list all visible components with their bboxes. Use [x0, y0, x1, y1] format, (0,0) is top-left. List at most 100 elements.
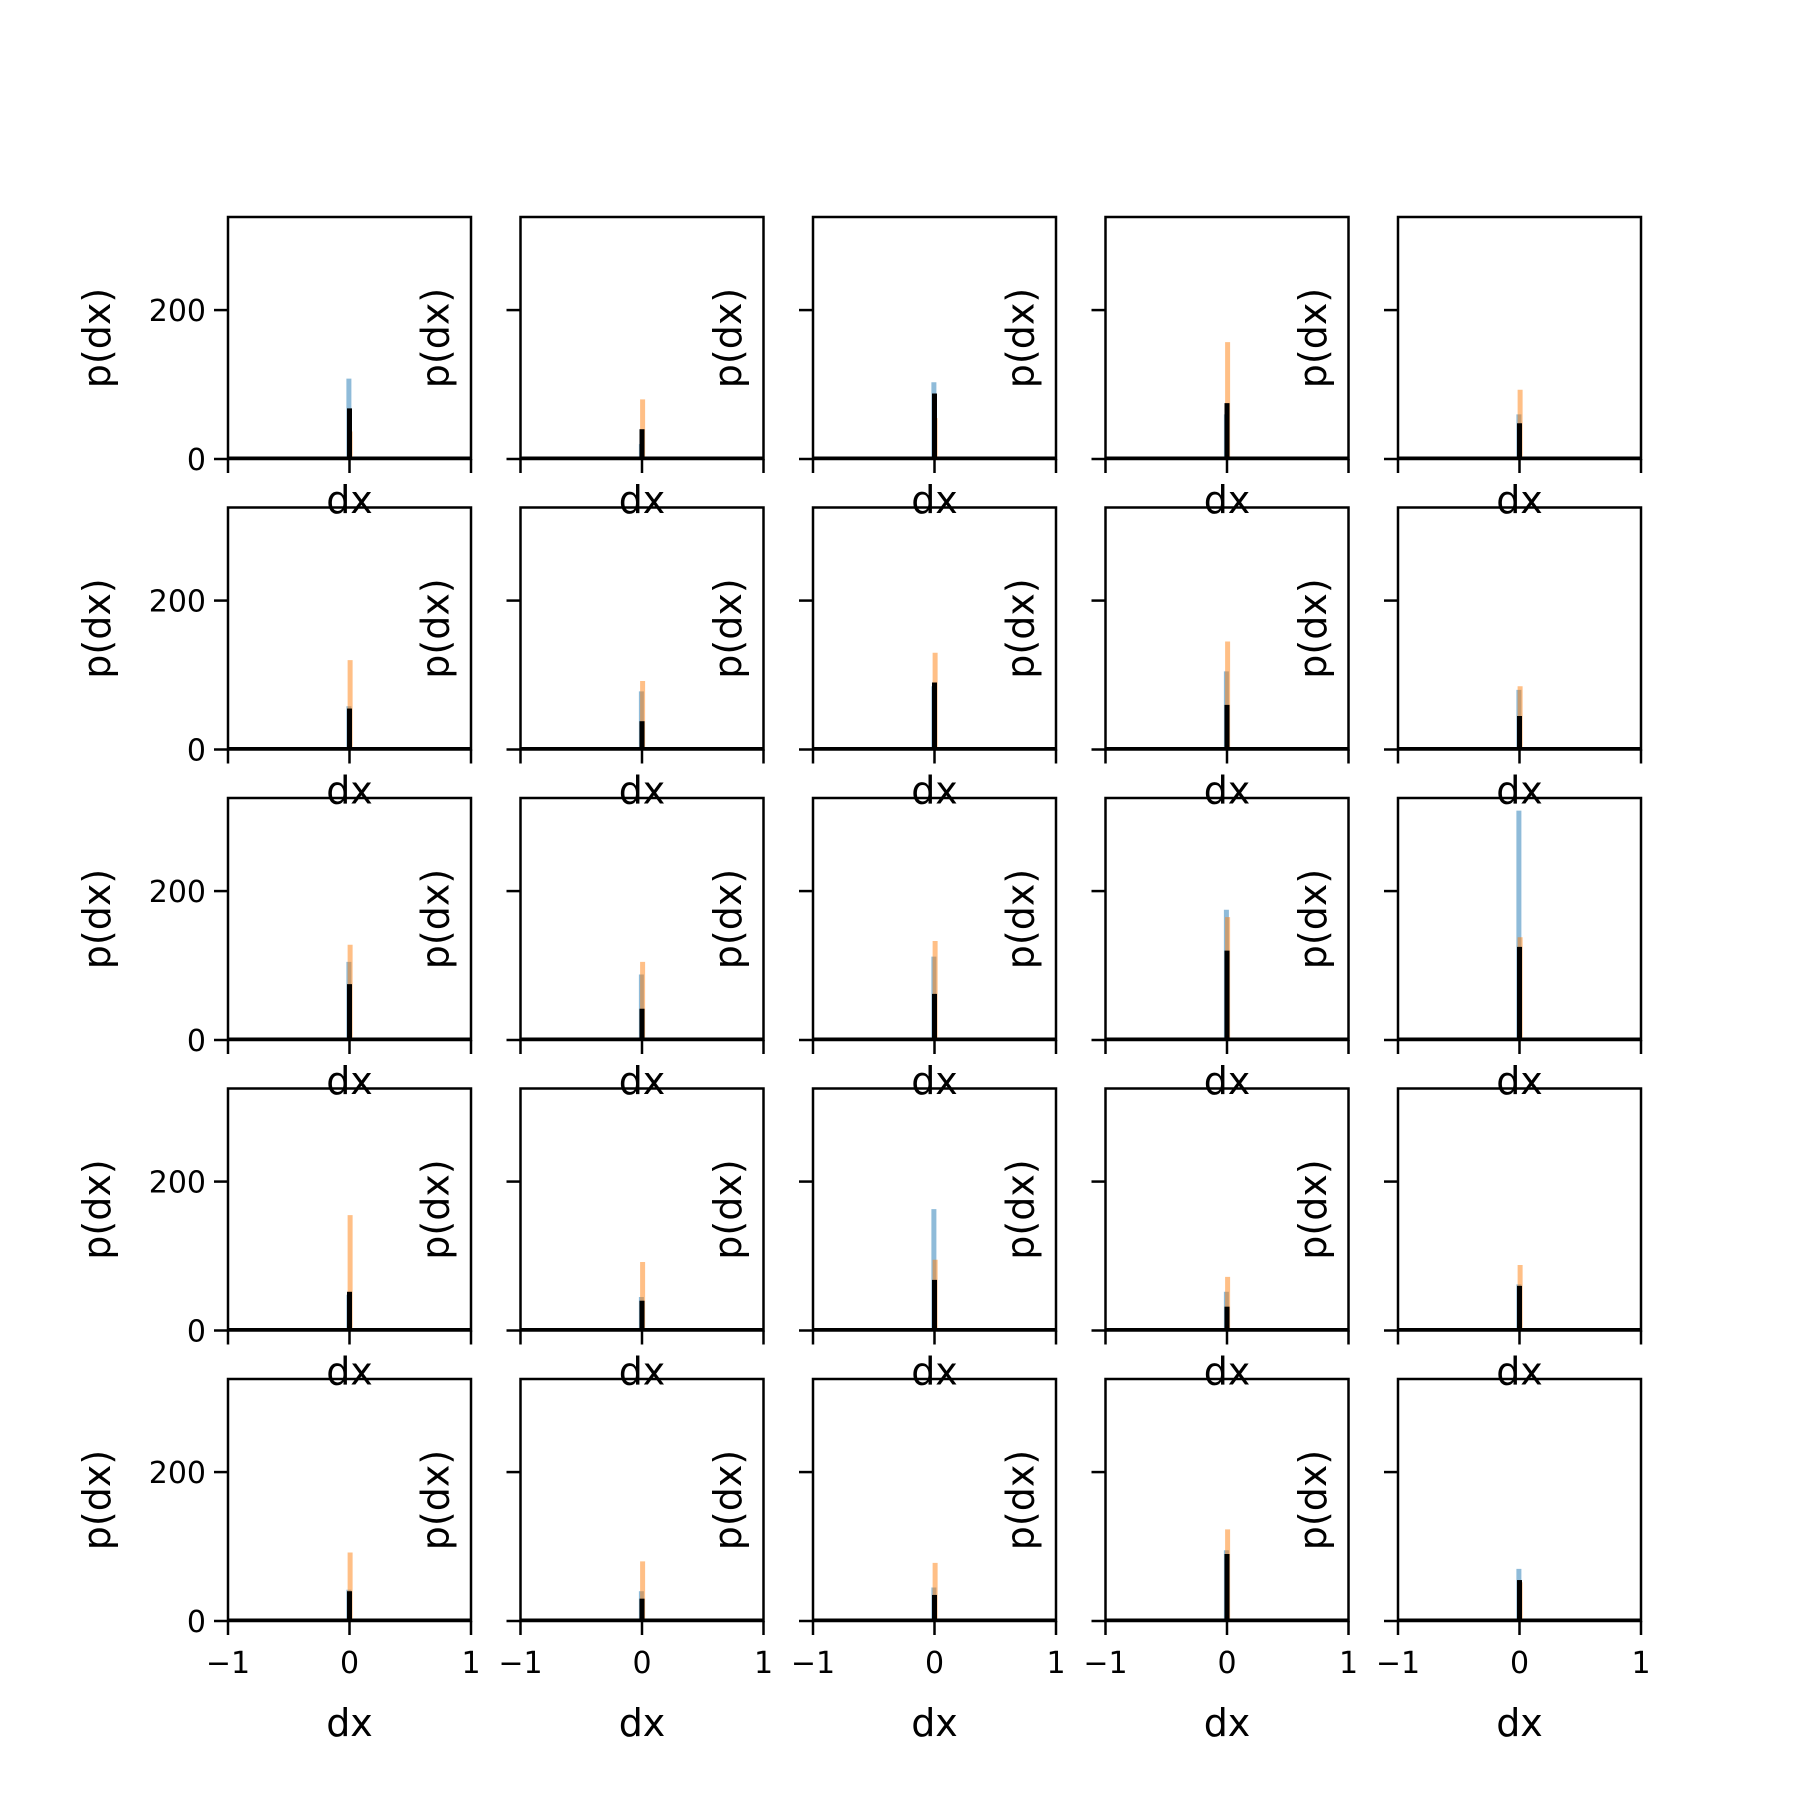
x-axis-label: dx — [911, 1350, 958, 1394]
panel-r3-c5: dx p(dx) — [1291, 796, 1643, 1103]
x-axis-label: dx — [1496, 769, 1543, 813]
x-axis-label: dx — [619, 1059, 666, 1103]
x-axis-label: dx — [911, 478, 958, 522]
x-axis-label: dx — [326, 1701, 373, 1745]
y-axis-label: p(dx) — [999, 1450, 1043, 1550]
x-axis-label: dx — [326, 769, 373, 813]
x-axis-label: dx — [1204, 1059, 1251, 1103]
panel-r1-c5: dx p(dx) — [1291, 215, 1643, 522]
y-tick-label: 0 — [187, 443, 206, 478]
x-axis-label: dx — [1496, 478, 1543, 522]
y-axis-label: p(dx) — [999, 1159, 1043, 1259]
y-tick-label: 200 — [149, 1166, 206, 1201]
y-axis-label: p(dx) — [999, 869, 1043, 969]
panel-r4-c4: dx p(dx) — [999, 1087, 1350, 1394]
x-tick-label: 1 — [1631, 1646, 1650, 1681]
y-axis-label: p(dx) — [706, 288, 750, 388]
x-tick-label: −1 — [1083, 1646, 1127, 1681]
panel-r3-c2: dx p(dx) — [414, 796, 765, 1103]
panel-r4-c5: dx p(dx) — [1291, 1087, 1643, 1394]
x-tick-label: 0 — [1510, 1646, 1529, 1681]
panel-r2-c3: dx p(dx) — [706, 506, 1058, 813]
x-axis-label: dx — [619, 1350, 666, 1394]
x-axis-label: dx — [911, 1059, 958, 1103]
y-axis-label: p(dx) — [1291, 869, 1335, 969]
y-tick-label: 0 — [187, 1605, 206, 1640]
panel-r1-c4: dx p(dx) — [999, 215, 1350, 522]
x-axis-label: dx — [1496, 1059, 1543, 1103]
x-axis-label: dx — [1204, 769, 1251, 813]
y-tick-label: 200 — [149, 875, 206, 910]
panel-r1-c1: 0 200 dx p(dx) — [75, 215, 473, 522]
panel-r3-c1: 0 200 dx p(dx) — [75, 796, 473, 1103]
x-tick-label: −1 — [206, 1646, 250, 1681]
y-axis-label: p(dx) — [999, 288, 1043, 388]
panel-r2-c2: dx p(dx) — [414, 506, 765, 813]
y-tick-label: 0 — [187, 1315, 206, 1350]
y-axis-label: p(dx) — [75, 288, 119, 388]
panel-r2-c5: dx p(dx) — [1291, 506, 1643, 813]
x-axis-label: dx — [911, 1701, 958, 1745]
panel-r3-c4: dx p(dx) — [999, 796, 1350, 1103]
x-tick-label: 0 — [925, 1646, 944, 1681]
y-axis-label: p(dx) — [1291, 578, 1335, 678]
x-axis-label: dx — [1204, 478, 1251, 522]
x-axis-label: dx — [619, 769, 666, 813]
x-axis-label: dx — [326, 1059, 373, 1103]
y-axis-label: p(dx) — [75, 578, 119, 678]
x-axis-label: dx — [1496, 1350, 1543, 1394]
x-tick-label: 0 — [632, 1646, 651, 1681]
panel-r4-c2: dx p(dx) — [414, 1087, 765, 1394]
x-tick-label: 0 — [340, 1646, 359, 1681]
x-tick-label: 0 — [1217, 1646, 1236, 1681]
panel-r5-c3: −1 0 1 dx p(dx) — [706, 1377, 1066, 1745]
x-axis-label: dx — [1496, 1701, 1543, 1745]
y-axis-label: p(dx) — [414, 1159, 458, 1259]
x-tick-label: 1 — [1339, 1646, 1358, 1681]
x-tick-label: 1 — [461, 1646, 480, 1681]
y-tick-label: 200 — [149, 1456, 206, 1491]
y-axis-label: p(dx) — [706, 869, 750, 969]
y-axis-label: p(dx) — [75, 869, 119, 969]
panel-r4-c1: 0 200 dx p(dx) — [75, 1087, 473, 1394]
x-axis-label: dx — [911, 769, 958, 813]
x-axis-label: dx — [326, 1350, 373, 1394]
y-axis-label: p(dx) — [1291, 1159, 1335, 1259]
x-tick-label: 1 — [754, 1646, 773, 1681]
x-tick-label: −1 — [498, 1646, 542, 1681]
x-tick-label: −1 — [1376, 1646, 1420, 1681]
y-tick-label: 200 — [149, 294, 206, 329]
panel-r1-c3: dx p(dx) — [706, 215, 1058, 522]
y-tick-label: 200 — [149, 585, 206, 620]
y-axis-label: p(dx) — [414, 1450, 458, 1550]
y-tick-label: 0 — [187, 734, 206, 769]
panel-r4-c3: dx p(dx) — [706, 1087, 1058, 1394]
y-axis-label: p(dx) — [1291, 1450, 1335, 1550]
panel-r2-c4: dx p(dx) — [999, 506, 1350, 813]
x-axis-label: dx — [326, 478, 373, 522]
y-axis-label: p(dx) — [414, 578, 458, 678]
y-axis-label: p(dx) — [706, 1159, 750, 1259]
panel-r5-c4: −1 0 1 dx p(dx) — [999, 1377, 1358, 1745]
panel-r3-c3: dx p(dx) — [706, 796, 1058, 1103]
panel-r2-c1: 0 200 dx p(dx) — [75, 506, 473, 813]
y-axis-label: p(dx) — [75, 1159, 119, 1259]
y-axis-label: p(dx) — [414, 288, 458, 388]
panel-r1-c2: dx p(dx) — [414, 215, 765, 522]
y-axis-label: p(dx) — [706, 1450, 750, 1550]
x-axis-label: dx — [1204, 1701, 1251, 1745]
x-axis-label: dx — [619, 478, 666, 522]
y-axis-label: p(dx) — [414, 869, 458, 969]
y-axis-label: p(dx) — [75, 1450, 119, 1550]
x-tick-label: −1 — [791, 1646, 835, 1681]
y-axis-label: p(dx) — [999, 578, 1043, 678]
y-axis-label: p(dx) — [1291, 288, 1335, 388]
x-tick-label: 1 — [1046, 1646, 1065, 1681]
y-tick-label: 0 — [187, 1024, 206, 1059]
panel-r5-c2: −1 0 1 dx p(dx) — [414, 1377, 773, 1745]
panel-r5-c5: −1 0 1 dx p(dx) — [1291, 1377, 1651, 1745]
x-axis-label: dx — [1204, 1350, 1251, 1394]
y-axis-label: p(dx) — [706, 578, 750, 678]
